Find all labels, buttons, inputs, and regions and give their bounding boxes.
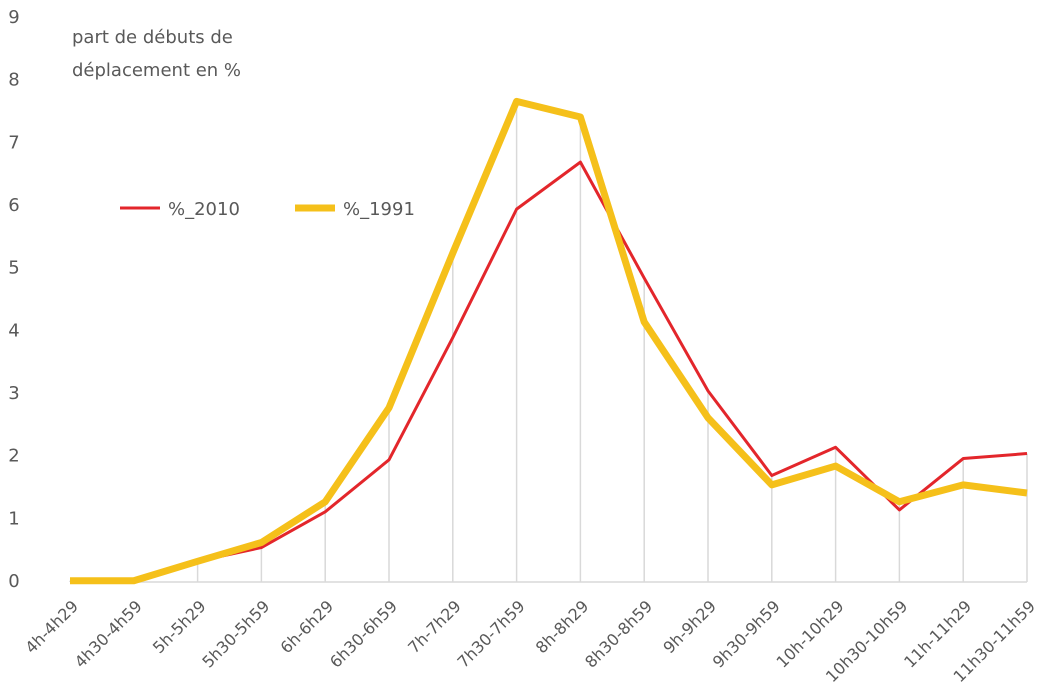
y-tick-label: 2 <box>8 446 19 467</box>
y-tick-label: 8 <box>8 70 19 91</box>
y-tick-label: 9 <box>8 7 19 28</box>
y-tick-label: 5 <box>8 258 19 279</box>
x-tick-label: 4h-4h29 <box>21 597 82 658</box>
x-tick-label: 5h30-5h59 <box>198 597 273 672</box>
x-tick-label: 7h30-7h59 <box>454 597 529 672</box>
y-axis-label: part de débuts de <box>72 27 233 48</box>
x-tick-label: 9h-9h29 <box>659 597 720 658</box>
x-tick-label: 4h30-4h59 <box>71 597 146 672</box>
x-tick-label: 8h30-8h59 <box>581 597 656 672</box>
series-line <box>70 97 1028 585</box>
x-tick-label: 7h-7h29 <box>404 597 465 658</box>
x-tick-label: 8h-8h29 <box>532 597 593 658</box>
y-tick-label: 3 <box>8 383 19 404</box>
y-axis-label: déplacement en % <box>72 60 241 81</box>
x-tick-label: 5h-5h29 <box>149 597 210 658</box>
y-tick-label: 4 <box>8 320 19 341</box>
x-tick-label: 6h30-6h59 <box>326 597 401 672</box>
x-tick-label: 6h-6h29 <box>277 597 338 658</box>
y-tick-label: 7 <box>8 132 19 153</box>
x-tick-label: 9h30-9h59 <box>709 597 784 672</box>
y-tick-label: 0 <box>8 571 19 592</box>
legend-label: %_1991 <box>343 199 415 220</box>
y-tick-label: 1 <box>8 508 19 529</box>
legend-label: %_2010 <box>168 199 240 220</box>
y-tick-label: 6 <box>8 195 19 216</box>
series-line <box>70 160 1028 583</box>
